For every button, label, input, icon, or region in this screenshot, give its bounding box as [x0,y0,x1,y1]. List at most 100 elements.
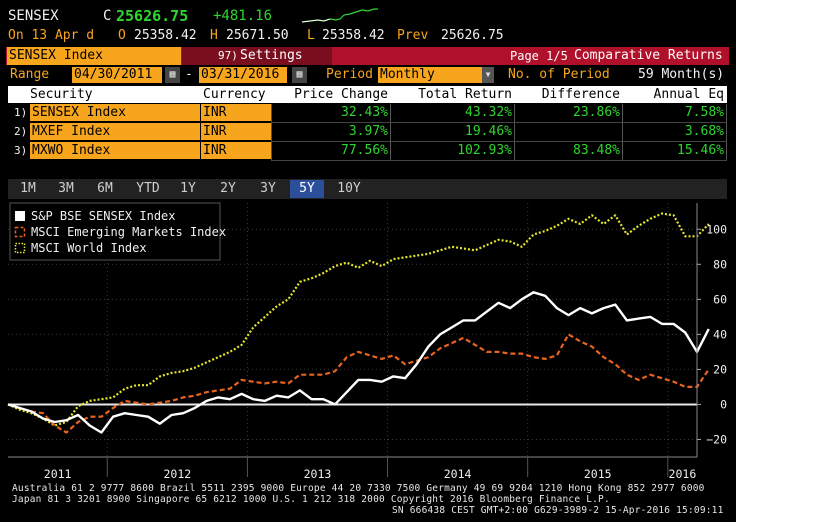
table-divider [622,104,623,160]
last-price: 25626.75 [116,7,189,25]
y-tick-label: 0 [720,397,727,411]
annual-eq: 3.68% [684,124,724,139]
y-tick-label: 20 [713,362,727,376]
legend-swatch-dashed [14,226,26,238]
comparative-returns-chart: −20 0 20 40 60 80 100 2011 2012 2013 2014 2015 2016… [7,199,727,482]
calendar-icon[interactable]: ▦ [292,67,307,83]
y-axis: −20 0 20 40 60 80 100 [696,203,727,457]
period-select[interactable]: Monthly [378,67,482,83]
legend-swatch-dotted [14,242,26,254]
col-currency[interactable]: Currency [203,86,266,103]
legend-label: MSCI World Index [31,241,147,255]
y-tick-label: 80 [713,257,727,271]
y-tick-label: −20 [706,432,727,446]
tab-10y[interactable]: 10Y [337,181,361,196]
col-price-change[interactable]: Price Change [272,86,388,103]
table-divider [271,160,727,161]
num-period-value: 59 Month(s) [638,67,725,82]
tab-3y[interactable]: 3Y [260,181,276,196]
footer-contacts-line1: Australia 61 2 9777 8600 Brazil 5511 239… [12,483,705,494]
ticker-name[interactable]: SENSEX [8,8,59,24]
currency: INR [201,123,271,140]
tab-1y[interactable]: 1Y [180,181,196,196]
y-tick-label: 40 [713,327,727,341]
settings-label: Settings [240,48,303,63]
chart-series [7,212,710,434]
calendar-icon[interactable]: ▦ [165,67,180,83]
footer-contacts-line2: Japan 81 3 3201 8900 Singapore 65 6212 1… [12,494,610,505]
currency: INR [201,104,271,121]
period-label: Period [326,67,373,82]
sparkline-icon [301,8,378,23]
bloomberg-terminal: SENSEX C 25626.75 +481.16 On 13 Apr d O … [0,0,736,522]
col-total-return[interactable]: Total Return [392,86,512,103]
legend-swatch-solid [15,211,25,221]
tab-ytd[interactable]: YTD [136,181,160,196]
page-title: Comparative Returns [574,48,723,63]
tab-2y[interactable]: 2Y [220,181,236,196]
settings-button[interactable]: 97) Settings [182,47,332,65]
legend-box [9,202,221,261]
chart-legend[interactable]: S&P BSE SENSEX Index MSCI Emerging Market… [9,202,226,261]
col-annual-eq[interactable]: Annual Eq [624,86,724,103]
security-field[interactable]: SENSEX Index [7,47,181,65]
row-index: 3) [14,144,28,157]
tab-5y[interactable]: 5Y [290,180,324,198]
tab-3m[interactable]: 3M [58,181,74,196]
total-return: 102.93% [457,143,512,158]
high-label: H [210,28,218,43]
end-date-field[interactable]: 03/31/2016 [199,67,287,83]
timeframe-tab-bar [8,179,727,199]
num-period-label: No. of Period [508,67,610,82]
trade-date: On 13 Apr d [8,28,95,43]
difference [516,123,620,140]
table-divider [514,104,515,160]
tab-1m[interactable]: 1M [20,181,36,196]
price-change: 3.97% [348,124,388,139]
sensex-series-line [7,291,710,434]
mxef-series-line [7,333,710,434]
x-tick-label: 2013 [304,467,332,481]
open-value: 25358.42 [134,28,197,43]
dropdown-arrow-icon[interactable]: ▼ [482,67,494,83]
price-change: +481.16 [213,8,273,24]
page-indicator[interactable]: Page 1/5 [510,49,568,63]
row-index: 2) [14,125,28,138]
y-tick-label: 60 [713,292,727,306]
currency: INR [201,142,271,159]
annual-eq: 15.46% [677,143,724,158]
col-difference[interactable]: Difference [516,86,620,103]
legend-label: S&P BSE SENSEX Index [31,209,176,223]
difference: 83.48% [573,143,620,158]
start-date-field[interactable]: 04/30/2011 [72,67,162,83]
security-name[interactable]: SENSEX Index [30,104,200,121]
table-divider [271,141,727,142]
x-axis: 2011 2012 2013 2014 2015 2016 [8,456,697,481]
low-label: L [307,28,315,43]
prev-label: Prev [397,28,429,43]
x-tick-label: 2015 [584,467,612,481]
row-index: 1) [14,106,28,119]
low-value: 25358.42 [322,28,385,43]
col-security[interactable]: Security [30,86,93,103]
x-tick-label: 2016 [669,467,697,481]
security-name[interactable]: MXEF Index [30,123,200,140]
x-tick-label: 2011 [44,467,72,481]
price-change: 77.56% [341,143,388,158]
security-name[interactable]: MXWO Index [30,142,200,159]
tab-6m[interactable]: 6M [97,181,113,196]
x-tick-label: 2014 [444,467,472,481]
range-dash: - [185,67,193,82]
prev-value: 25626.75 [441,28,504,43]
y-tick-label: 100 [706,222,727,236]
range-label: Range [10,67,50,82]
difference: 23.86% [573,105,620,120]
table-divider [271,104,272,160]
table-divider [390,104,391,160]
table-divider [271,122,727,123]
open-label: O [118,28,126,43]
settings-number: 97) [218,49,238,62]
legend-label: MSCI Emerging Markets Index [31,225,226,239]
x-tick-label: 2012 [163,467,191,481]
footer-serial-line: SN 666438 CEST GMT+2:00 G629-3989-2 15-A… [392,505,724,516]
